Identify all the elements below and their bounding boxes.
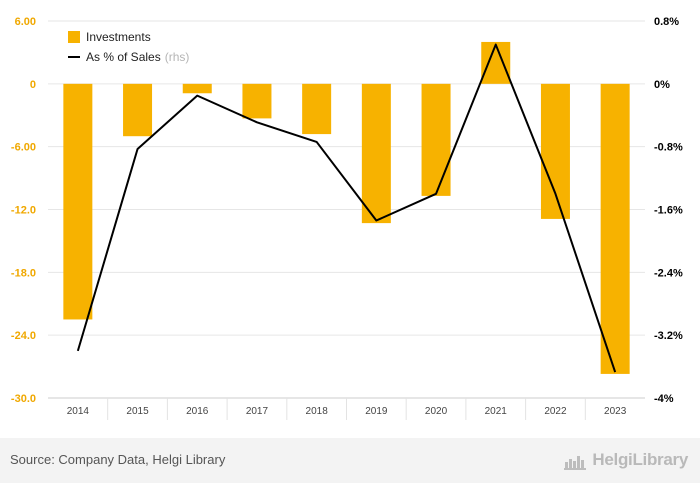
bar xyxy=(481,41,511,84)
x-axis-tick-label: 2018 xyxy=(306,406,329,417)
logo-text: HelgiLibrary xyxy=(592,450,688,469)
legend-line-swatch xyxy=(68,56,80,58)
left-axis-tick-label: -30.0 xyxy=(11,393,36,405)
right-axis-tick-label: 0.8% xyxy=(654,16,679,28)
x-axis-tick-label: 2017 xyxy=(246,406,269,417)
right-axis-tick-label: -0.8% xyxy=(654,142,683,154)
x-axis-tick-label: 2022 xyxy=(544,406,567,417)
bar xyxy=(600,83,630,374)
helgi-library-logo[interactable]: HelgiLibrary xyxy=(564,448,688,472)
bar xyxy=(421,83,451,196)
chart: 6.00 0.8% 0 0% -6.00 -0.8% -12.0 -1.6% -18.0 -2.4… xyxy=(11,16,683,420)
bar xyxy=(182,83,212,94)
left-axis-tick-label: -6.00 xyxy=(11,142,36,154)
legend-item-sales-pct[interactable]: As % of Sales (rhs) xyxy=(68,47,189,67)
bar xyxy=(361,83,391,224)
x-axis-tick-label: 2015 xyxy=(126,406,149,417)
bar xyxy=(63,83,93,320)
library-icon xyxy=(564,456,587,470)
left-axis-tick-label: 6.00 xyxy=(15,16,36,28)
left-axis-tick-label: -24.0 xyxy=(11,330,36,342)
legend-bar-swatch xyxy=(68,31,80,43)
x-axis-tick-label: 2016 xyxy=(186,406,209,417)
x-axis-tick-label: 2019 xyxy=(365,406,388,417)
legend-bar-label: Investments xyxy=(86,30,151,44)
left-axis-tick-label: -18.0 xyxy=(11,267,36,279)
bar xyxy=(302,83,332,135)
bar xyxy=(540,83,570,219)
sales-pct-line xyxy=(76,43,617,373)
legend: Investments As % of Sales (rhs) xyxy=(68,27,189,67)
bar xyxy=(123,83,153,137)
right-axis-tick-label: -2.4% xyxy=(654,267,683,279)
source-text: Source: Company Data, Helgi Library xyxy=(10,452,226,467)
right-axis-tick-label: 0% xyxy=(654,79,670,91)
right-axis-tick-label: -4% xyxy=(654,393,674,405)
right-axis-tick-label: -3.2% xyxy=(654,330,683,342)
right-axis-tick-label: -1.6% xyxy=(654,205,683,217)
footer: Source: Company Data, Helgi Library Helg… xyxy=(0,438,700,483)
legend-item-investments[interactable]: Investments xyxy=(68,27,189,47)
x-axis-tick-label: 2014 xyxy=(67,406,90,417)
x-axis-tick-label: 2020 xyxy=(425,406,448,417)
x-axis-tick-label: 2023 xyxy=(604,406,627,417)
bar xyxy=(242,83,272,119)
legend-line-label: As % of Sales xyxy=(86,50,161,64)
legend-line-suffix: (rhs) xyxy=(164,50,190,64)
x-axis-tick-label: 2021 xyxy=(485,406,508,417)
left-axis-tick-label: 0 xyxy=(30,79,36,91)
left-axis-tick-label: -12.0 xyxy=(11,205,36,217)
